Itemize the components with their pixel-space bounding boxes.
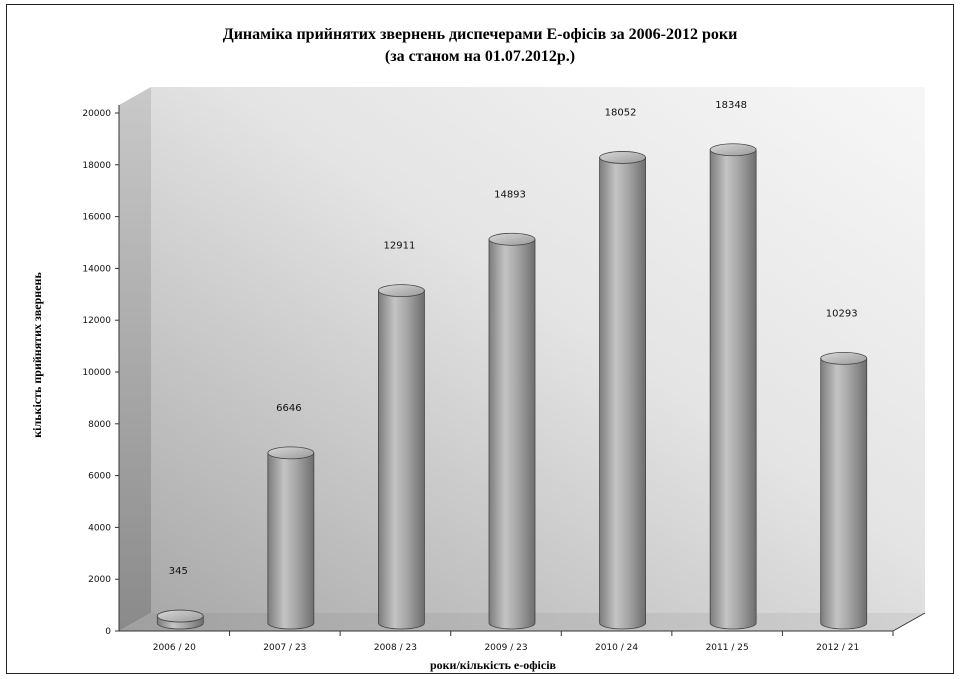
y-axis-ticks: 0 2000 4000 6000 8000 10000 12000 14000 16000 180… xyxy=(82,109,119,637)
data-label: 14893 xyxy=(494,189,526,200)
data-label: 18348 xyxy=(715,100,747,111)
bar-body xyxy=(820,358,868,630)
bar-3: 14893 xyxy=(488,189,536,630)
data-label: 10293 xyxy=(826,308,858,319)
chart-frame: Динаміка прийнятих звернень диспечерами … xyxy=(6,4,954,674)
bar-cap xyxy=(156,609,204,623)
bar-cap xyxy=(820,352,868,365)
x-tick-label: 2006 / 20 xyxy=(153,643,196,653)
floor-edge xyxy=(892,612,926,632)
x-axis-ticks: 2006 / 20 2007 / 23 2008 / 23 2009 / 23 2010… xyxy=(153,631,894,653)
data-label: 6646 xyxy=(276,403,301,414)
bar-body xyxy=(599,157,646,630)
bar-5: 18348 xyxy=(709,100,757,630)
bar-cap xyxy=(378,284,425,298)
x-tick-label: 2007 / 23 xyxy=(263,643,306,653)
bar-6: 10293 xyxy=(820,308,868,630)
y-tick-label: 16000 xyxy=(82,213,111,223)
chart-title: Динаміка прийнятих звернень диспечерами … xyxy=(223,26,738,43)
x-tick-label: 2010 / 24 xyxy=(595,643,638,653)
x-tick-label: 2009 / 23 xyxy=(484,643,527,653)
y-tick-label: 4000 xyxy=(88,523,111,533)
y-tick-label: 2000 xyxy=(88,575,111,585)
y-tick-label: 12000 xyxy=(82,316,111,326)
bar-0: 345 xyxy=(156,566,204,630)
bar-cap xyxy=(599,151,646,164)
bar-body xyxy=(709,149,757,630)
y-tick-label: 18000 xyxy=(82,161,111,171)
data-label: 345 xyxy=(169,566,188,577)
bars: 345 6646 12911 14893 18052 18348 10293 xyxy=(156,100,868,630)
y-tick-label: 8000 xyxy=(88,420,111,430)
bar-body xyxy=(378,290,425,630)
bar-body xyxy=(488,238,536,630)
bar-2: 12911 xyxy=(378,241,425,630)
bar-cap xyxy=(709,143,757,157)
bar-cap xyxy=(488,232,536,246)
y-tick-label: 20000 xyxy=(82,109,111,119)
chart-subtitle: (за станом на 01.07.2012р.) xyxy=(385,48,575,65)
y-tick-label: 6000 xyxy=(88,472,111,482)
y-axis-label: кількість прийнятих звернень xyxy=(30,272,44,438)
bar-cap xyxy=(267,446,315,460)
chart-side-wall xyxy=(119,87,151,631)
chart-back-wall xyxy=(151,87,925,613)
y-tick-label: 0 xyxy=(105,627,111,637)
bar-chart: Динаміка прийнятих звернень диспечерами … xyxy=(30,26,926,672)
x-tick-label: 2008 / 23 xyxy=(374,643,417,653)
bar-1: 6646 xyxy=(267,403,315,630)
x-tick-label: 2012 / 21 xyxy=(816,643,859,653)
y-tick-label: 14000 xyxy=(82,264,111,274)
data-label: 18052 xyxy=(605,107,637,118)
x-tick-label: 2011 / 25 xyxy=(706,643,749,653)
x-axis-label: роки/кількість е-офісів xyxy=(430,658,557,672)
bar-body xyxy=(267,452,315,630)
data-label: 12911 xyxy=(384,241,416,252)
y-tick-label: 10000 xyxy=(82,368,111,378)
bar-4: 18052 xyxy=(599,107,646,630)
